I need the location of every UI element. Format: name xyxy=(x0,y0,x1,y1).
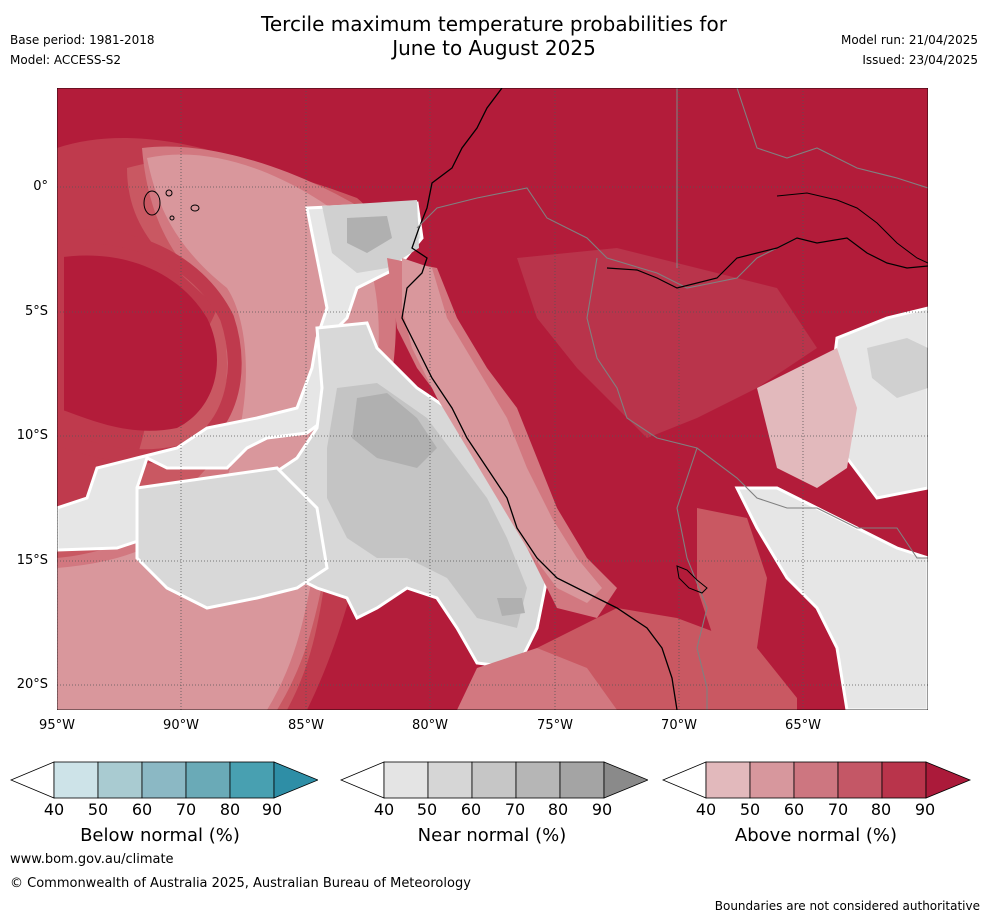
region-near-east-core xyxy=(867,338,928,398)
title-line-2: June to August 2025 xyxy=(392,36,596,60)
colorbar-near-swatch xyxy=(471,761,517,799)
amazon-river xyxy=(606,237,928,289)
lake-titicaca xyxy=(676,565,708,594)
colorbar-above-low-arrow xyxy=(662,761,707,799)
colorbar-near-label: Near normal (%) xyxy=(417,825,567,846)
colorbar-below-tick: 40 xyxy=(43,800,65,819)
region-near-70 xyxy=(352,393,437,468)
colorbar-below-tick: 70 xyxy=(175,800,197,819)
lat-label-0: 0° xyxy=(33,179,48,194)
region-near-south xyxy=(135,466,329,610)
region-near-top-core xyxy=(347,216,392,253)
region-near-70-b xyxy=(497,598,525,616)
colorbar-above-swatch xyxy=(705,761,751,799)
colorbar-below-low-arrow xyxy=(10,761,55,799)
colorbar-below-swatch xyxy=(53,761,99,799)
colorbar-above-tick: 50 xyxy=(739,800,761,819)
colorbar-above-tick: 70 xyxy=(827,800,849,819)
region-above-60-south xyxy=(457,648,617,710)
galapagos-islands xyxy=(143,189,200,221)
region-above-80-central xyxy=(517,248,817,438)
colorbar-above-tick: 90 xyxy=(914,800,936,819)
colorbar-near-swatch xyxy=(515,761,561,799)
lon-label-85w: 85°W xyxy=(288,718,324,733)
graticule xyxy=(57,88,928,710)
footer-disclaimer: Boundaries are not considered authoritat… xyxy=(714,899,980,913)
footer-url[interactable]: www.bom.gov.au/climate xyxy=(10,852,174,867)
country-borders xyxy=(416,88,928,710)
colorbar-near-tick: 50 xyxy=(416,800,438,819)
meta-left: Base period: 1981-2018 Model: ACCESS-S2 xyxy=(10,30,155,70)
colorbar-near xyxy=(340,761,648,799)
colorbar-above-swatch xyxy=(837,761,883,799)
footer-copyright: © Commonwealth of Australia 2025, Austra… xyxy=(10,876,471,891)
colorbar-below-tick: 90 xyxy=(261,800,283,819)
colorbar-below-tick: 60 xyxy=(131,800,153,819)
meta-right: Model run: 21/04/2025 Issued: 23/04/2025 xyxy=(841,30,978,70)
lat-label-20s: 20°S xyxy=(16,677,48,692)
colorbar-above xyxy=(662,761,972,799)
lon-label-65w: 65°W xyxy=(785,718,821,733)
colorbar-below-swatch xyxy=(141,761,187,799)
region-above-60-east xyxy=(697,508,767,648)
base-period-text: Base period: 1981-2018 xyxy=(10,33,155,47)
colorbar-near-tick: 40 xyxy=(373,800,395,819)
issued-text: Issued: 23/04/2025 xyxy=(862,53,978,67)
region-above-80-west-ring xyxy=(57,229,242,464)
colorbar-near-swatch xyxy=(383,761,429,799)
coastline xyxy=(401,88,678,710)
colorbar-below xyxy=(10,761,318,799)
lat-label-5s: 5°S xyxy=(24,304,48,319)
colorbar-below-high-arrow xyxy=(273,761,318,799)
region-coast-band-above-50 xyxy=(402,258,602,603)
colorbar-above-label: Above normal (%) xyxy=(734,825,898,846)
colorbar-below-swatch xyxy=(97,761,143,799)
colorbar-above-tick: 40 xyxy=(695,800,717,819)
colorbar-below-swatch xyxy=(185,761,231,799)
chart-title: Tercile maximum temperature probabilitie… xyxy=(0,12,988,60)
colorbar-near-tick: 60 xyxy=(460,800,482,819)
lon-label-90w: 90°W xyxy=(163,718,199,733)
lon-label-80w: 80°W xyxy=(412,718,448,733)
colorbar-near-high-arrow xyxy=(603,761,648,799)
colorbar-near-low-arrow xyxy=(340,761,385,799)
lon-label-95w: 95°W xyxy=(39,718,75,733)
colorbar-below-tick: 50 xyxy=(87,800,109,819)
orinoco-river xyxy=(776,192,928,264)
colorbar-below-label: Below normal (%) xyxy=(80,825,240,846)
colorbar-near-tick: 80 xyxy=(547,800,569,819)
colorbar-near-tick: 90 xyxy=(591,800,613,819)
title-line-1: Tercile maximum temperature probabilitie… xyxy=(261,12,727,36)
probability-map xyxy=(57,88,928,710)
lat-label-15s: 15°S xyxy=(16,553,48,568)
colorbar-above-swatch xyxy=(749,761,795,799)
lon-label-75w: 75°W xyxy=(537,718,573,733)
colorbar-above-tick: 80 xyxy=(870,800,892,819)
model-text: Model: ACCESS-S2 xyxy=(10,53,122,67)
colorbar-above-swatch xyxy=(793,761,839,799)
colorbar-above-high-arrow xyxy=(925,761,972,799)
colorbar-near-swatch xyxy=(427,761,473,799)
lon-label-70w: 70°W xyxy=(661,718,697,733)
lat-label-10s: 10°S xyxy=(16,428,48,443)
colorbar-above-tick: 60 xyxy=(783,800,805,819)
region-above-90-west-core xyxy=(57,255,217,431)
model-run-text: Model run: 21/04/2025 xyxy=(840,33,978,47)
colorbar-near-swatch xyxy=(559,761,605,799)
region-above-40-east xyxy=(757,348,857,488)
colorbar-above-swatch xyxy=(881,761,927,799)
colorbar-near-tick: 70 xyxy=(504,800,526,819)
colorbar-below-tick: 80 xyxy=(219,800,241,819)
colorbar-below-swatch xyxy=(229,761,275,799)
